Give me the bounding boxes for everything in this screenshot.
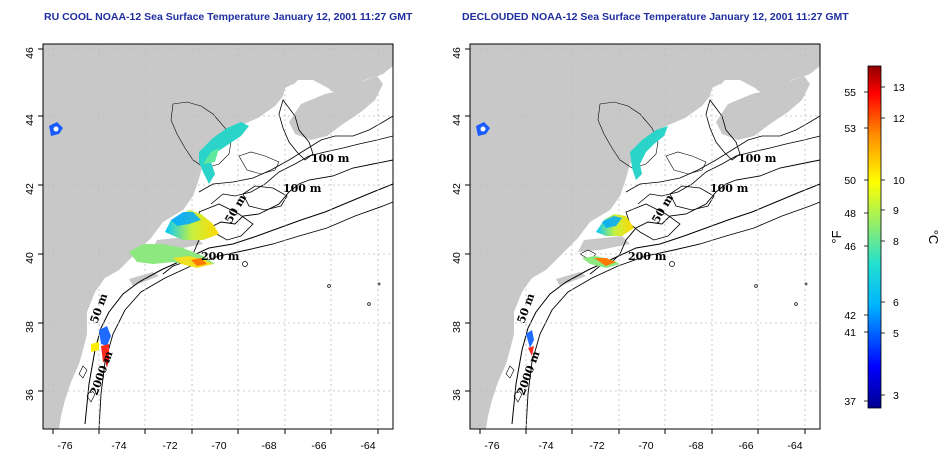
celsius-label: 6 xyxy=(893,297,899,309)
colorbar-gradient xyxy=(867,65,882,409)
right-lon-ticks xyxy=(479,429,806,434)
lat-label: 42 xyxy=(24,183,36,195)
contour-label-100m-north: 100 m xyxy=(311,152,350,165)
contour-label-200m: 200 m xyxy=(628,250,667,263)
right-lon-tick-labels: -76 -74 -72 -70 -68 -66 -64 xyxy=(484,440,802,452)
lat-label: 38 xyxy=(451,321,463,333)
right-sst-patches xyxy=(476,122,668,356)
lon-label: -68 xyxy=(261,440,276,452)
celsius-ticks xyxy=(881,86,885,396)
fahrenheit-label: 46 xyxy=(844,241,856,253)
celsius-label: 8 xyxy=(893,236,899,248)
lon-label: -76 xyxy=(484,440,499,452)
lon-label: -66 xyxy=(738,440,753,452)
left-lon-tick-labels: -76 -74 -72 -70 -68 -66 -64 xyxy=(57,440,375,452)
fahrenheit-label: 53 xyxy=(844,123,856,135)
fahrenheit-tick-labels: 55 53 50 48 46 42 41 37 xyxy=(844,87,856,408)
lon-label: -74 xyxy=(111,440,126,452)
celsius-label: 12 xyxy=(893,113,905,125)
fahrenheit-ticks xyxy=(864,91,868,402)
celsius-label: 3 xyxy=(893,390,899,402)
contour-label-100m-central: 100 m xyxy=(283,182,322,195)
fahrenheit-unit-label: °F xyxy=(829,230,844,243)
celsius-label: 10 xyxy=(893,175,905,187)
left-sst-patches xyxy=(49,122,249,368)
right-lat-ticks xyxy=(465,48,470,392)
celsius-unit-label: °C xyxy=(926,230,941,245)
fahrenheit-label: 41 xyxy=(844,327,856,339)
lat-label: 36 xyxy=(24,389,36,401)
lon-label: -72 xyxy=(589,440,604,452)
fahrenheit-label: 55 xyxy=(844,87,856,99)
lon-label: -64 xyxy=(787,440,802,452)
lon-label: -68 xyxy=(688,440,703,452)
fahrenheit-label: 50 xyxy=(844,175,856,187)
lat-label: 42 xyxy=(451,183,463,195)
fahrenheit-label: 42 xyxy=(844,310,856,322)
lon-label: -66 xyxy=(311,440,326,452)
fahrenheit-label: 48 xyxy=(844,208,856,220)
lat-label: 46 xyxy=(24,47,36,59)
left-lat-ticks xyxy=(38,48,43,392)
celsius-label: 13 xyxy=(893,82,905,94)
right-map-panel: 100 m 100 m 50 m 200 m 50 m 2000 m -76 xyxy=(451,43,821,452)
temperature-colorbar: 55 53 50 48 46 42 41 37 13 12 10 9 8 6 5… xyxy=(829,65,941,409)
lat-label: 40 xyxy=(451,252,463,264)
lat-label: 38 xyxy=(24,321,36,333)
left-map-gridlines xyxy=(43,44,393,429)
lat-label: 46 xyxy=(451,47,463,59)
lat-label: 44 xyxy=(451,114,463,126)
left-lat-tick-labels: 36 38 40 42 44 46 xyxy=(24,47,36,401)
lat-label: 36 xyxy=(451,389,463,401)
lon-label: -74 xyxy=(538,440,553,452)
celsius-label: 5 xyxy=(893,328,899,340)
lon-label: -72 xyxy=(162,440,177,452)
left-lon-ticks xyxy=(52,429,379,434)
right-map-gridlines xyxy=(470,44,820,429)
contour-label-200m: 200 m xyxy=(201,250,240,263)
celsius-tick-labels: 13 12 10 9 8 6 5 3 xyxy=(893,82,905,402)
right-lat-tick-labels: 36 38 40 42 44 46 xyxy=(451,47,463,401)
lat-label: 40 xyxy=(24,252,36,264)
contour-label-100m-north: 100 m xyxy=(738,152,777,165)
fahrenheit-label: 37 xyxy=(844,396,856,408)
lon-label: -64 xyxy=(360,440,375,452)
lat-label: 44 xyxy=(24,114,36,126)
left-map-panel: 100 m 100 m 50 m 200 m 50 m 2000 m -76 xyxy=(24,43,394,452)
celsius-label: 9 xyxy=(893,205,899,217)
left-map-title: RU COOL NOAA-12 Sea Surface Temperature … xyxy=(44,11,413,23)
lon-label: -70 xyxy=(211,440,226,452)
contour-label-100m-central: 100 m xyxy=(710,182,749,195)
lon-label: -76 xyxy=(57,440,72,452)
lon-label: -70 xyxy=(638,440,653,452)
right-map-title: DECLOUDED NOAA-12 Sea Surface Temperatur… xyxy=(462,11,849,23)
